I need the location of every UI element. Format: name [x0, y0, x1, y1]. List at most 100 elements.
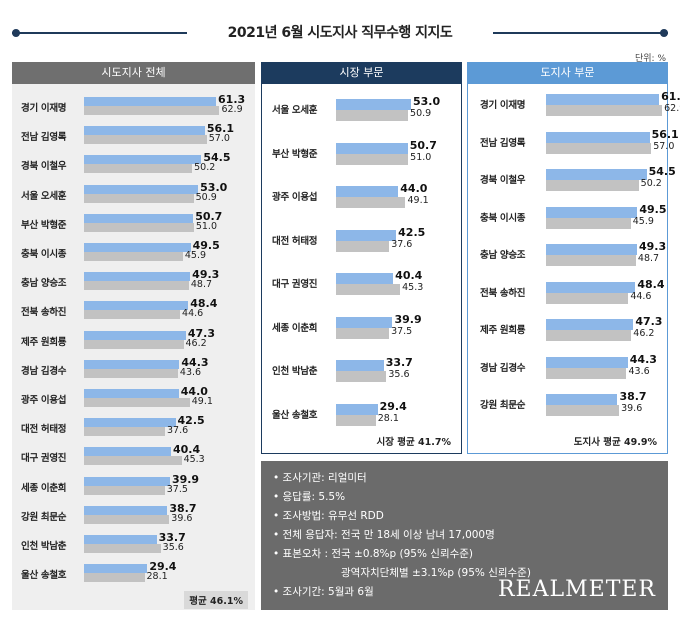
unit-label: 단위: % [634, 54, 666, 64]
bar-june-2021 [84, 243, 191, 252]
value-label-may: 51.0 [195, 220, 217, 232]
value-label-may: 46.2 [185, 337, 207, 349]
value-label-june: 44.3 [181, 355, 209, 369]
bar-may-2021 [84, 573, 145, 583]
category-label: 광주 이용섭 [272, 192, 318, 203]
value-label-june: 61.3 [661, 90, 680, 103]
value-label-june: 49.3 [192, 268, 220, 282]
bar-june-2021 [84, 564, 148, 574]
value-label-june: 49.5 [192, 239, 220, 252]
value-label-may: 37.5 [391, 325, 413, 337]
bar-june-2021 [84, 301, 189, 311]
value-label-may: 46.2 [633, 328, 655, 339]
category-label: 대구 권영진 [21, 453, 67, 465]
category-label: 대구 권영진 [272, 279, 318, 290]
value-label-may: 50.9 [410, 108, 432, 119]
value-label-may: 35.6 [162, 542, 184, 553]
bar-june-2021 [84, 330, 186, 340]
survey-info-box: • 조사기관: 리얼미터 • 응답률: 5.5% • 조사방법: 유무선 RDD… [261, 461, 668, 610]
value-label-june: 54.5 [203, 151, 231, 165]
value-label-may: 45.3 [183, 454, 205, 466]
average-label: 평균 46.1% [184, 591, 248, 609]
value-label-june: 29.4 [379, 399, 407, 413]
bar-june-2021 [336, 273, 394, 284]
bar-may-2021 [546, 330, 632, 341]
value-label-june: 56.1 [651, 127, 679, 141]
category-label: 울산 송철호 [272, 409, 318, 421]
bar-may-2021 [336, 153, 409, 165]
category-label: 충남 양승조 [480, 250, 526, 261]
bar-june-2021 [84, 97, 217, 106]
category-label: 충북 이시종 [480, 212, 526, 224]
value-label-june: 44.3 [629, 352, 657, 366]
category-label: 부산 박형준 [272, 148, 318, 160]
bar-may-2021 [336, 284, 401, 295]
title-dot-right [660, 29, 668, 37]
bar-may-2021 [546, 105, 663, 116]
bar-may-2021 [84, 106, 220, 115]
bar-may-2021 [84, 544, 161, 553]
title-rule-left [12, 32, 187, 34]
info-line: • 조사기관: 리얼미터 [273, 472, 367, 484]
value-label-june: 44.0 [400, 182, 428, 195]
bar-may-2021 [546, 292, 629, 304]
bar-may-2021 [546, 367, 627, 379]
bar-may-2021 [84, 427, 165, 437]
category-label: 대전 허태정 [272, 235, 318, 247]
value-label-june: 39.9 [394, 312, 422, 326]
value-label-june: 39.9 [171, 472, 200, 486]
value-label-june: 40.4 [395, 269, 423, 282]
value-label-may: 50.2 [194, 162, 216, 174]
value-label-may: 28.1 [377, 412, 399, 424]
category-label: 전북 송하진 [480, 287, 526, 299]
bar-may-2021 [336, 414, 376, 426]
category-label: 전남 김영록 [480, 137, 526, 149]
value-label-june: 42.5 [177, 414, 205, 428]
value-label-may: 43.6 [179, 366, 202, 378]
average-label: 시장 평균 41.7% [376, 437, 451, 448]
category-label: 부산 박형준 [21, 219, 67, 231]
value-label-june: 33.7 [158, 531, 186, 544]
bar-may-2021 [84, 398, 190, 407]
value-label-june: 56.1 [206, 122, 234, 136]
category-label: 경남 김경수 [21, 365, 67, 377]
bar-may-2021 [546, 217, 631, 229]
value-label-june: 49.3 [639, 240, 667, 253]
bar-may-2021 [84, 310, 181, 320]
info-line: • 응답률: 5.5% [273, 491, 346, 503]
value-label-june: 48.4 [637, 277, 665, 291]
bar-may-2021 [84, 193, 194, 203]
value-label-june: 54.5 [648, 165, 676, 178]
bar-may-2021 [336, 110, 409, 121]
value-label-june: 38.7 [169, 501, 197, 515]
bar-may-2021 [546, 405, 620, 416]
bar-june-2021 [84, 155, 202, 165]
panel-all-header: 시도지사 전체 [12, 62, 255, 84]
bar-may-2021 [84, 368, 178, 378]
value-label-june: 50.7 [409, 138, 437, 152]
bar-june-2021 [546, 244, 637, 255]
bar-may-2021 [84, 514, 170, 524]
value-label-may: 51.0 [410, 151, 432, 163]
category-label: 울산 송철호 [21, 570, 67, 582]
value-label-may: 39.6 [621, 403, 643, 414]
category-label: 경기 이재명 [21, 103, 67, 114]
value-label-may: 37.6 [166, 425, 189, 437]
category-label: 인천 박남춘 [272, 366, 318, 377]
info-line: • 조사방법: 유무선 RDD [273, 510, 384, 522]
value-label-may: 45.9 [632, 215, 654, 227]
category-label: 인천 박남춘 [21, 541, 67, 552]
value-label-may: 48.7 [190, 279, 213, 291]
bar-may-2021 [84, 485, 165, 495]
panel-governor: 도지사 부문 경기 이재명 61.362.9 전남 김영록 56.157.0 경북 이철… [467, 62, 680, 454]
bar-may-2021 [84, 164, 193, 174]
value-label-june: 42.5 [398, 225, 426, 239]
value-label-may: 35.6 [388, 369, 410, 380]
value-label-june: 40.4 [173, 443, 201, 457]
realmeter-logo: REALMETER [497, 577, 656, 602]
panel-mayor-header: 시장 부문 [261, 62, 462, 84]
value-label-may: 48.7 [637, 253, 660, 264]
category-label: 경북 이철우 [480, 175, 526, 186]
bar-may-2021 [84, 222, 194, 232]
value-label-may: 39.6 [171, 512, 193, 524]
